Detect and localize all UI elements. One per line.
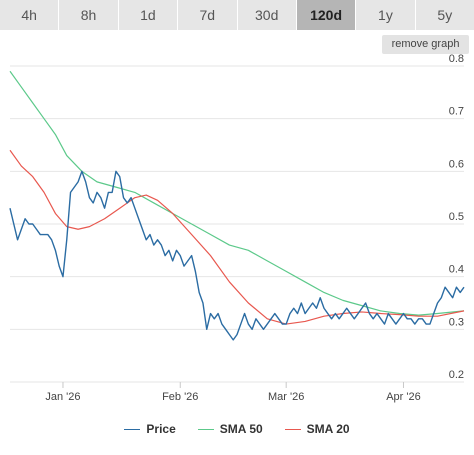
legend-label-sma50: SMA 50 bbox=[219, 422, 263, 436]
legend-swatch-sma20 bbox=[284, 428, 301, 430]
legend-item-sma50[interactable]: SMA 50 bbox=[197, 420, 263, 438]
x-tick-label: Mar '26 bbox=[268, 391, 304, 403]
legend-label-price: Price bbox=[146, 422, 176, 436]
y-tick-label: 0.4 bbox=[449, 264, 464, 276]
series-lines bbox=[9, 70, 465, 341]
legend-label-sma20: SMA 20 bbox=[306, 422, 350, 436]
tab-4h[interactable]: 4h bbox=[0, 0, 60, 30]
y-tick-label: 0.3 bbox=[449, 316, 464, 328]
price-chart: Jan '26 Feb '26 Mar '26 Apr '26 0.20.30.40.… bbox=[9, 53, 465, 403]
x-axis-ticks: Jan '26 Feb '26 Mar '26 Apr '26 bbox=[45, 382, 421, 403]
legend-item-sma20[interactable]: SMA 20 bbox=[284, 420, 350, 438]
y-tick-label: 0.2 bbox=[449, 369, 464, 381]
chart-legend: Price SMA 50 SMA 20 bbox=[0, 420, 474, 438]
y-axis-ticks: 0.2 0.3 0.4 0.5 0.6 0.7 0.8 bbox=[449, 53, 464, 381]
grid-lines bbox=[10, 65, 464, 383]
tab-7d[interactable]: 7d bbox=[178, 0, 238, 30]
series-line-sma20 bbox=[9, 149, 465, 325]
tab-1d[interactable]: 1d bbox=[118, 0, 179, 30]
x-tick-label: Apr '26 bbox=[386, 391, 421, 403]
series-line-price bbox=[9, 170, 465, 341]
y-tick-label: 0.5 bbox=[449, 211, 464, 223]
series-line-sma50 bbox=[9, 70, 465, 316]
remove-graph-button[interactable]: remove graph bbox=[382, 35, 469, 54]
tab-5y[interactable]: 5y bbox=[415, 0, 474, 30]
legend-item-price[interactable]: Price bbox=[124, 420, 176, 438]
tab-8h[interactable]: 8h bbox=[59, 0, 119, 30]
tab-30d[interactable]: 30d bbox=[237, 0, 297, 30]
timeframe-tabs: 4h 8h 1d 7d 30d 120d 1y 5y bbox=[0, 0, 474, 30]
tab-1y[interactable]: 1y bbox=[356, 0, 416, 30]
tab-120d[interactable]: 120d bbox=[296, 0, 357, 30]
legend-swatch-sma50 bbox=[197, 428, 214, 430]
y-tick-label: 0.8 bbox=[449, 53, 464, 65]
y-tick-label: 0.6 bbox=[449, 158, 464, 170]
legend-swatch-price bbox=[124, 428, 141, 430]
x-tick-label: Feb '26 bbox=[162, 391, 198, 403]
x-tick-label: Jan '26 bbox=[45, 391, 80, 403]
y-tick-label: 0.7 bbox=[449, 106, 464, 118]
